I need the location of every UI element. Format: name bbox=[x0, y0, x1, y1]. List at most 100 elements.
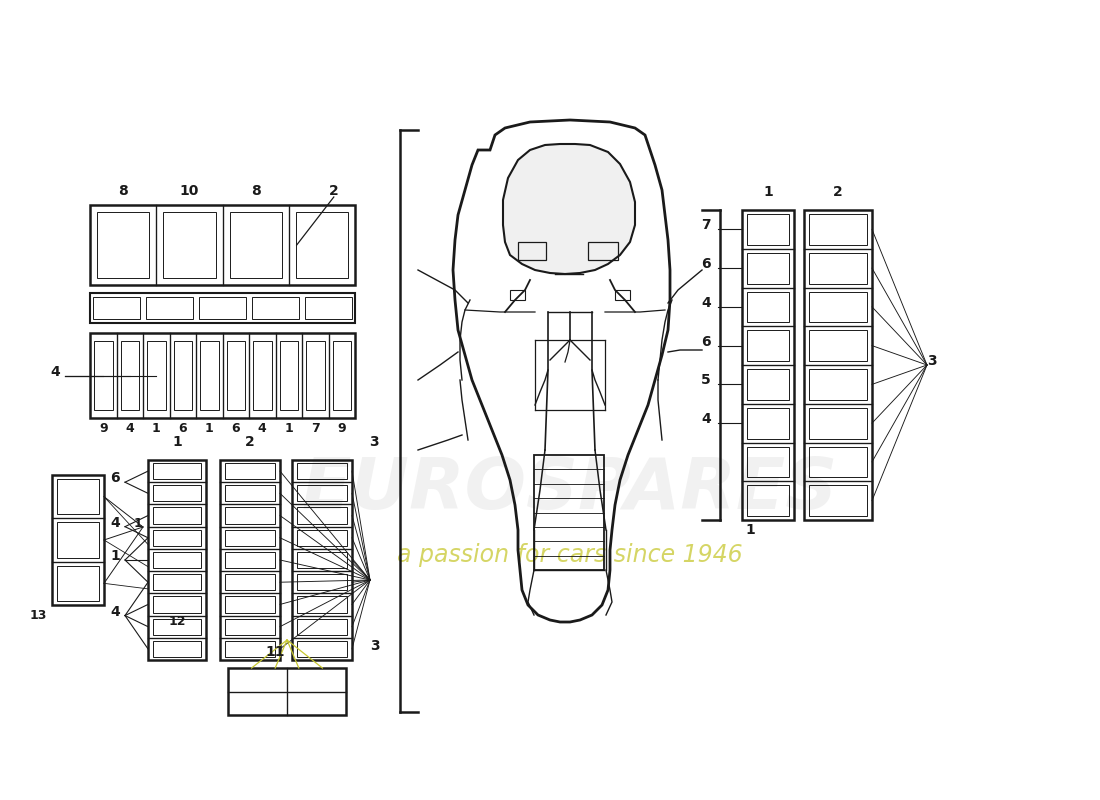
Bar bbox=[808, 446, 867, 478]
Text: 8: 8 bbox=[251, 184, 261, 198]
Bar bbox=[228, 668, 346, 715]
Text: 1: 1 bbox=[285, 422, 293, 435]
Text: 9: 9 bbox=[99, 422, 108, 435]
Text: 1: 1 bbox=[745, 523, 755, 537]
Text: 1: 1 bbox=[172, 435, 182, 449]
Bar bbox=[226, 574, 275, 590]
Text: 13: 13 bbox=[30, 609, 46, 622]
Polygon shape bbox=[503, 144, 635, 274]
Text: 2: 2 bbox=[329, 184, 339, 198]
Bar bbox=[153, 641, 201, 657]
Bar bbox=[57, 566, 99, 601]
Text: 1: 1 bbox=[133, 517, 142, 530]
Bar bbox=[297, 463, 346, 479]
Bar bbox=[90, 333, 355, 418]
Text: EUROSPARES: EUROSPARES bbox=[301, 455, 838, 525]
Bar bbox=[747, 291, 789, 322]
Bar bbox=[153, 552, 201, 568]
Text: 4: 4 bbox=[110, 516, 120, 530]
Bar bbox=[226, 463, 275, 479]
Bar bbox=[147, 341, 165, 410]
Bar bbox=[804, 210, 872, 520]
Text: 4: 4 bbox=[51, 365, 59, 378]
Bar bbox=[57, 479, 99, 514]
Bar bbox=[163, 212, 216, 278]
Text: 1: 1 bbox=[110, 549, 120, 563]
Bar bbox=[518, 242, 546, 260]
Bar bbox=[226, 507, 275, 524]
Text: 6: 6 bbox=[178, 422, 187, 435]
Bar bbox=[306, 341, 324, 410]
Bar bbox=[297, 486, 346, 502]
Text: 4: 4 bbox=[125, 422, 134, 435]
Text: 7: 7 bbox=[701, 218, 711, 232]
Text: 4: 4 bbox=[701, 296, 711, 310]
Text: a passion for cars since 1946: a passion for cars since 1946 bbox=[397, 543, 742, 567]
Text: 6: 6 bbox=[701, 334, 711, 349]
Bar bbox=[747, 369, 789, 400]
Text: 3: 3 bbox=[371, 639, 380, 653]
Bar bbox=[226, 641, 275, 657]
Bar bbox=[148, 460, 206, 660]
Bar bbox=[305, 297, 352, 319]
Text: 12: 12 bbox=[168, 615, 186, 628]
Bar bbox=[808, 291, 867, 322]
Text: 4: 4 bbox=[110, 605, 120, 618]
Bar bbox=[97, 212, 150, 278]
Bar bbox=[747, 446, 789, 478]
Text: 8: 8 bbox=[119, 184, 128, 198]
Text: 6: 6 bbox=[110, 471, 120, 486]
Bar bbox=[615, 290, 630, 300]
Bar bbox=[292, 460, 352, 660]
Text: 4: 4 bbox=[257, 422, 266, 435]
Bar bbox=[226, 530, 275, 546]
Text: 3: 3 bbox=[927, 354, 937, 368]
Bar bbox=[253, 341, 272, 410]
Bar bbox=[747, 214, 789, 245]
Bar bbox=[153, 530, 201, 546]
Bar bbox=[174, 341, 192, 410]
Bar bbox=[534, 455, 604, 570]
Bar bbox=[808, 369, 867, 400]
Bar bbox=[226, 486, 275, 502]
Bar bbox=[808, 486, 867, 516]
Bar bbox=[297, 530, 346, 546]
Bar bbox=[252, 297, 299, 319]
Text: 1: 1 bbox=[205, 422, 213, 435]
Bar bbox=[94, 297, 140, 319]
Bar bbox=[121, 341, 139, 410]
Bar bbox=[227, 341, 245, 410]
Bar bbox=[747, 486, 789, 516]
Bar bbox=[90, 293, 355, 323]
Bar bbox=[146, 297, 192, 319]
Text: 4: 4 bbox=[701, 412, 711, 426]
Bar bbox=[297, 596, 346, 613]
Bar bbox=[230, 212, 282, 278]
Bar bbox=[297, 507, 346, 524]
Bar bbox=[808, 253, 867, 283]
Bar bbox=[808, 408, 867, 438]
Bar bbox=[52, 475, 104, 605]
Bar bbox=[199, 297, 246, 319]
Bar bbox=[226, 552, 275, 568]
Bar bbox=[279, 341, 298, 410]
Text: 10: 10 bbox=[179, 184, 199, 198]
Bar bbox=[226, 596, 275, 613]
Bar bbox=[747, 330, 789, 361]
Bar bbox=[226, 618, 275, 634]
Bar bbox=[297, 574, 346, 590]
Bar bbox=[153, 463, 201, 479]
Text: 5: 5 bbox=[701, 374, 711, 387]
Bar bbox=[297, 641, 346, 657]
Text: 11: 11 bbox=[265, 645, 285, 659]
Bar bbox=[747, 408, 789, 438]
Bar bbox=[332, 341, 351, 410]
Bar bbox=[297, 618, 346, 634]
Bar bbox=[588, 242, 618, 260]
Text: 2: 2 bbox=[833, 185, 843, 199]
Bar bbox=[297, 552, 346, 568]
Bar bbox=[296, 212, 348, 278]
Bar bbox=[153, 486, 201, 502]
Bar bbox=[94, 341, 112, 410]
Text: 1: 1 bbox=[152, 422, 161, 435]
